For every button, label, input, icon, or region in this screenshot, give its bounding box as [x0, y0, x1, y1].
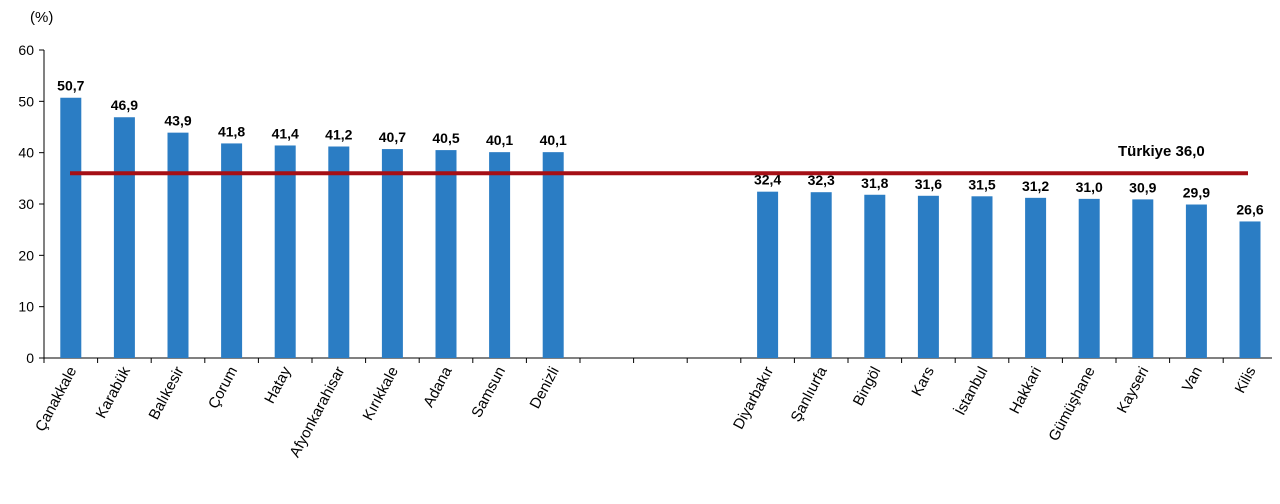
category-label: Diyarbakır: [730, 364, 777, 432]
bar: [1239, 221, 1261, 358]
bar-value-label: 26,6: [1236, 201, 1263, 217]
reference-line-group: Türkiye 36,0: [70, 143, 1248, 176]
category-label: Hakkari: [1006, 364, 1045, 417]
bar: [971, 196, 993, 358]
bar: [167, 132, 189, 358]
bar-value-label: 43,9: [164, 113, 191, 129]
category-label: Kırıkkale: [360, 364, 402, 424]
category-label: Adana: [420, 363, 456, 410]
bar: [1078, 198, 1100, 358]
bar-value-label: 41,8: [218, 123, 245, 139]
category-label: Kilis: [1232, 364, 1260, 396]
bar: [435, 150, 457, 358]
bar-value-label: 31,2: [1022, 178, 1049, 194]
category-label: Denizli: [527, 364, 563, 412]
category-label: Bingöl: [850, 364, 885, 409]
bar: [864, 194, 886, 358]
bar-value-label: 31,5: [968, 176, 995, 192]
y-tick-label: 50: [18, 93, 34, 109]
category-label: Şanlıurfa: [788, 363, 832, 425]
y-tick-label: 0: [26, 350, 34, 366]
bar: [489, 152, 511, 358]
category-label: Çorum: [205, 364, 241, 412]
bar-value-label: 30,9: [1129, 179, 1156, 195]
bar-value-label: 40,7: [379, 129, 406, 145]
bar: [1025, 197, 1047, 358]
category-label: Afyonkarahisar: [286, 364, 348, 460]
bar-value-label: 32,4: [754, 172, 781, 188]
bar: [60, 97, 82, 359]
bar-value-label: 31,8: [861, 175, 888, 191]
bar-value-label: 41,2: [325, 127, 352, 143]
y-tick-label: 30: [18, 196, 34, 212]
category-label: Balıkesir: [146, 364, 188, 423]
bar: [113, 117, 135, 358]
category-label: Gümüşhane: [1045, 364, 1098, 444]
bars: 50,7 Çanakkale 46,9 Karabük 43,9 Balıkesir 41,…: [32, 78, 1264, 460]
category-label: Çanakkale: [32, 364, 80, 435]
y-axis-unit-label: (%): [30, 9, 53, 26]
category-label: Kars: [908, 364, 937, 399]
bar: [328, 146, 350, 358]
bar: [1132, 199, 1154, 358]
y-tick-label: 60: [18, 42, 34, 58]
bar-value-label: 40,1: [486, 132, 513, 148]
bar: [381, 149, 403, 358]
bar: [757, 191, 779, 358]
category-label: Samsun: [468, 364, 509, 421]
axes: 0 10 20 30 40 50 60: [18, 42, 1272, 366]
reference-line-label: Türkiye 36,0: [1118, 143, 1205, 160]
bar: [274, 145, 296, 358]
bar-value-label: 29,9: [1183, 185, 1210, 201]
bar-value-label: 32,3: [808, 172, 835, 188]
y-tick-label: 40: [18, 145, 34, 161]
bar-value-label: 40,1: [540, 132, 567, 148]
bar: [917, 195, 939, 358]
y-tick-label: 10: [18, 299, 34, 315]
category-label: Kayseri: [1114, 364, 1152, 416]
bar-value-label: 40,5: [432, 130, 459, 146]
bar-value-label: 50,7: [57, 78, 84, 94]
category-label: Hatay: [261, 363, 295, 406]
bar-value-label: 31,6: [915, 176, 942, 192]
bar-value-label: 31,0: [1076, 179, 1103, 195]
bar-value-label: 46,9: [111, 97, 138, 113]
bar: [1185, 204, 1207, 358]
y-tick-label: 20: [18, 247, 34, 263]
category-label: Karabük: [93, 363, 134, 421]
bar: [542, 152, 564, 358]
bar: [810, 192, 832, 358]
bar-value-label: 41,4: [272, 125, 299, 141]
bar: [221, 143, 243, 358]
category-label: Van: [1179, 364, 1206, 395]
category-label: İstanbul: [951, 363, 992, 418]
